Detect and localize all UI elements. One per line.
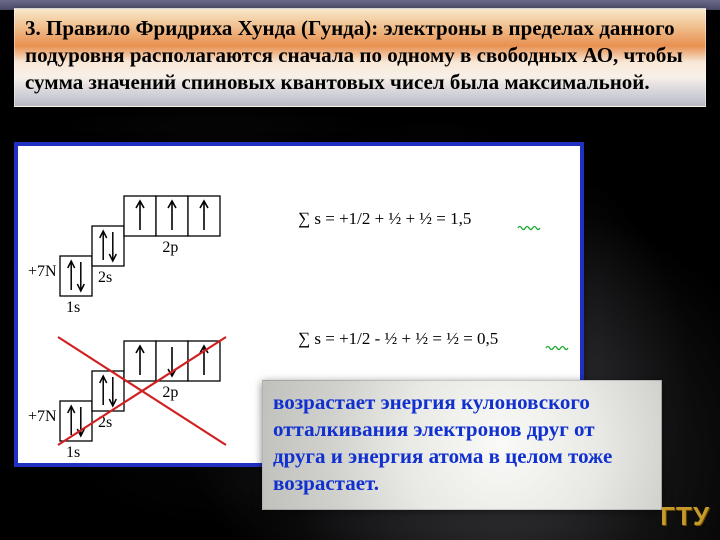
watermark-label: ГТУ — [660, 501, 710, 532]
svg-text:1s: 1s — [66, 444, 80, 461]
svg-text:2p: 2p — [162, 384, 178, 401]
hund-rule-box: 3. Правило Фридриха Хунда (Гунда): элект… — [14, 8, 706, 107]
energy-note-text: возрастает энергия кулоновского отталкив… — [273, 390, 612, 495]
svg-text:2s: 2s — [98, 414, 112, 431]
svg-text:1s: 1s — [66, 299, 80, 316]
svg-text:+7N: +7N — [28, 408, 57, 425]
svg-text:∑ s = +1/2 + ½ + ½ = 1,5: ∑ s = +1/2 + ½ + ½ = 1,5 — [298, 209, 471, 228]
svg-text:2s: 2s — [98, 269, 112, 286]
svg-text:∑ s = +1/2 - ½ + ½ = ½ = 0,5: ∑ s = +1/2 - ½ + ½ = ½ = 0,5 — [298, 329, 498, 348]
energy-note-box: возрастает энергия кулоновского отталкив… — [262, 380, 662, 510]
svg-text:+7N: +7N — [28, 263, 57, 280]
hund-rule-text: 3. Правило Фридриха Хунда (Гунда): элект… — [25, 16, 683, 94]
svg-text:2p: 2p — [162, 239, 178, 256]
